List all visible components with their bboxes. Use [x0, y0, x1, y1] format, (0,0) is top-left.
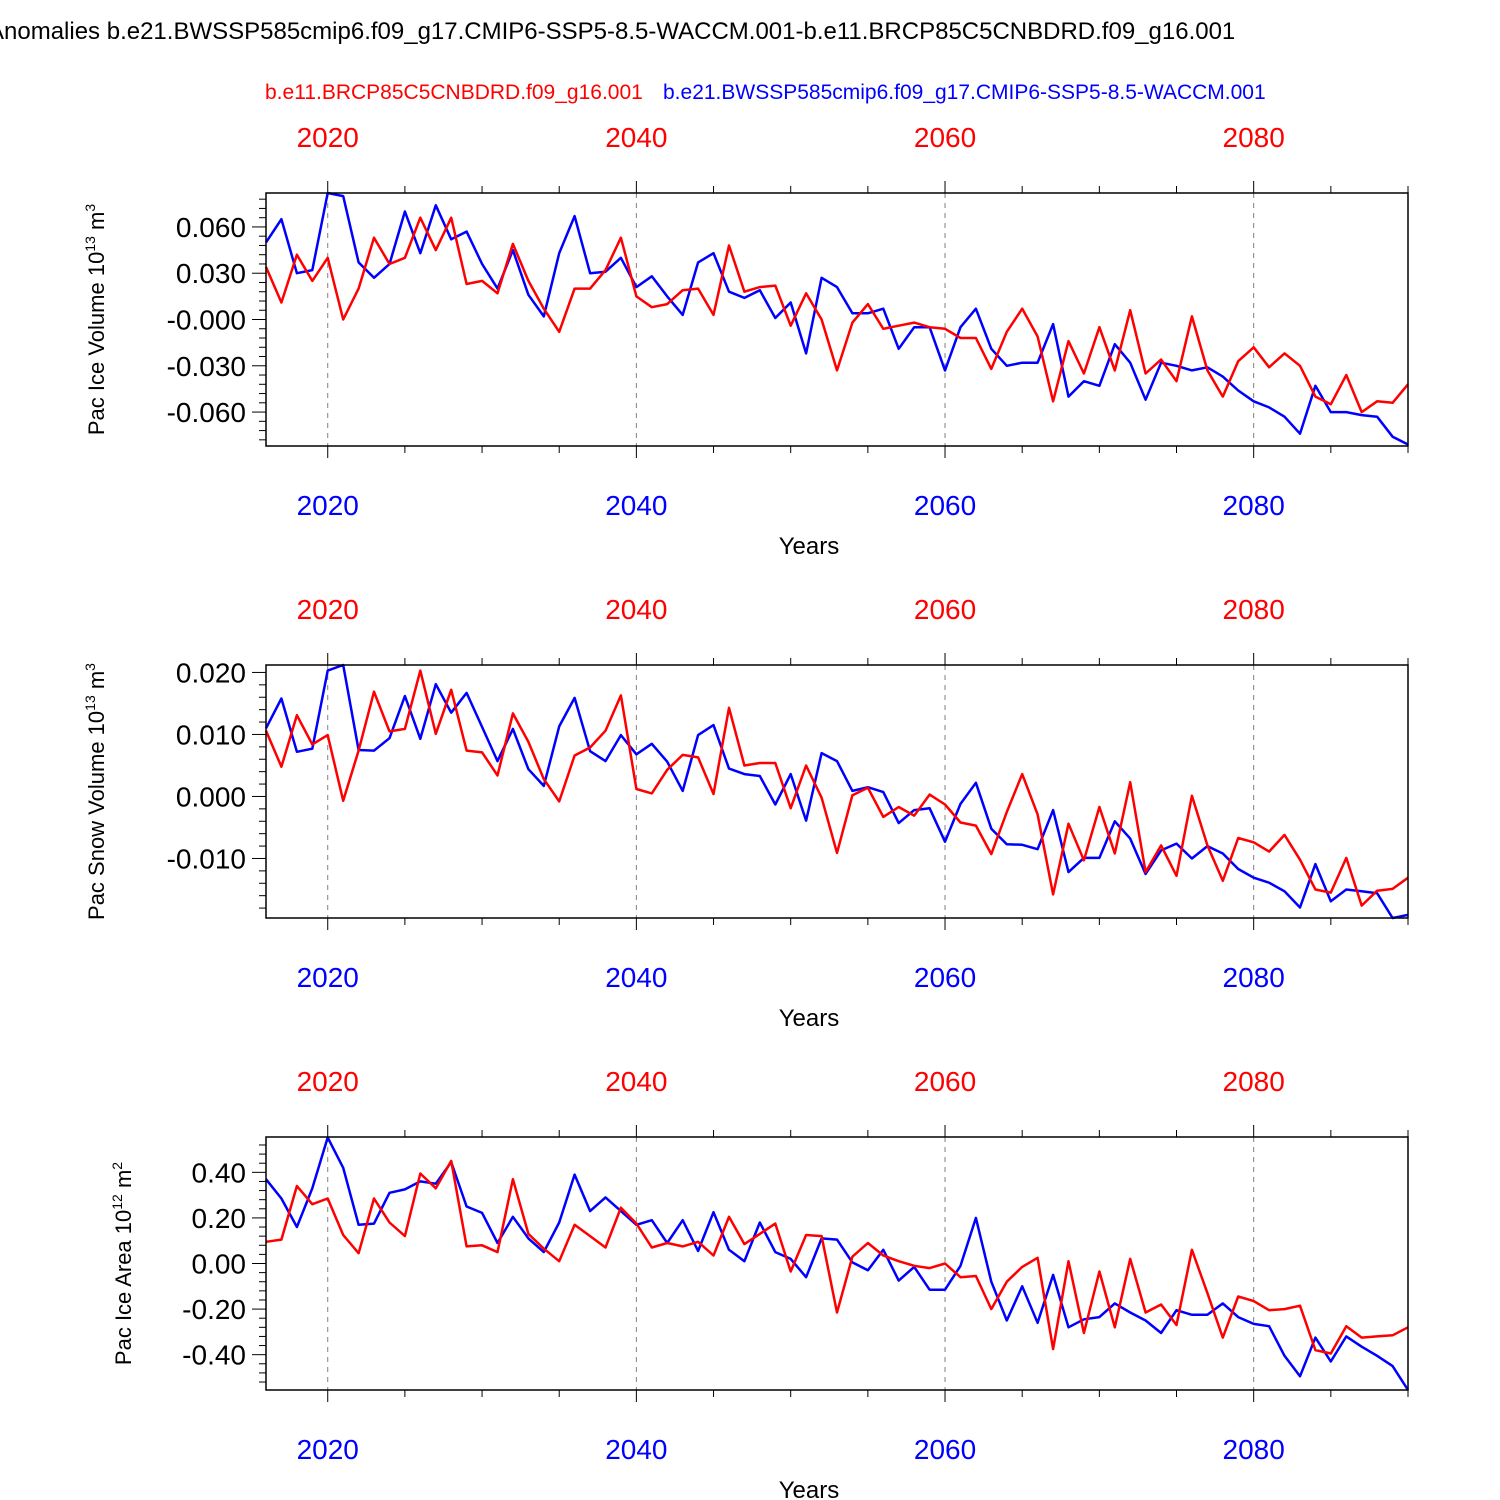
y-tick-label: 0.000 [176, 781, 246, 812]
y-tick-label: -0.060 [167, 397, 246, 428]
plot-frame [265, 1136, 1409, 1391]
x-axis-title: Years [779, 1477, 840, 1500]
plot-panel-2: 2020 2020 2040 2040 2060 2060 2080 2080 Years -0.… [82, 594, 1409, 1032]
x-tick-label-top: 2080 [1223, 594, 1285, 625]
y-tick-label: 0.010 [176, 719, 246, 750]
y-tick-label: 0.00 [192, 1249, 247, 1280]
x-tick-label-bottom: 2020 [297, 1434, 359, 1465]
y-tick-label: -0.030 [167, 351, 246, 382]
x-tick-label-bottom: 2020 [297, 962, 359, 993]
x-tick-label-top: 2080 [1223, 1066, 1285, 1097]
x-tick-label-top: 2040 [605, 594, 667, 625]
y-axis-title: Pac Ice Volume 1013 m3 [82, 204, 109, 435]
series-line-blue [264, 663, 1409, 920]
plot-frame [265, 192, 1409, 447]
series-line-blue [264, 191, 1409, 446]
y-tick-label: 0.020 [176, 657, 246, 688]
plot-frame [265, 664, 1409, 919]
x-tick-label-top: 2020 [297, 594, 359, 625]
legend-red-label: b.e11.BRCP85C5CNBDRD.f09_g16.001 [265, 81, 643, 104]
y-tick-label: -0.000 [167, 305, 246, 336]
series-line-red [264, 216, 1409, 414]
x-tick-label-bottom: 2040 [605, 962, 667, 993]
y-tick-label: -0.010 [167, 843, 246, 874]
x-tick-label-bottom: 2060 [914, 490, 976, 521]
series-line-blue [265, 1136, 1410, 1391]
x-tick-label-top: 2080 [1223, 122, 1285, 153]
x-tick-label-top: 2040 [605, 1066, 667, 1097]
series-line-red [265, 1159, 1409, 1355]
figure-title: Anomalies b.e21.BWSSP585cmip6.f09_g17.CM… [0, 18, 1236, 45]
y-axis-title: Pac Ice Area 1012 m2 [109, 1162, 136, 1365]
x-tick-label-bottom: 2080 [1223, 962, 1285, 993]
y-tick-label: 0.060 [176, 212, 246, 243]
y-tick-label: 0.030 [176, 258, 246, 289]
y-tick-label: 0.40 [192, 1157, 247, 1188]
series-line-red [264, 669, 1409, 907]
x-axis-title: Years [779, 1005, 840, 1032]
y-tick-label: 0.20 [192, 1203, 247, 1234]
plot-panel-3: 2020 2020 2040 2040 2060 2060 2080 2080 Years -0.… [109, 1066, 1410, 1500]
x-tick-label-bottom: 2080 [1223, 490, 1285, 521]
x-tick-label-bottom: 2060 [914, 962, 976, 993]
x-tick-label-bottom: 2020 [297, 490, 359, 521]
x-tick-label-bottom: 2040 [605, 490, 667, 521]
legend-blue-label: b.e21.BWSSP585cmip6.f09_g17.CMIP6-SSP5-8… [663, 81, 1266, 104]
x-axis-title: Years [779, 533, 840, 560]
y-tick-label: -0.40 [182, 1340, 246, 1371]
x-tick-label-bottom: 2080 [1223, 1434, 1285, 1465]
x-tick-label-top: 2040 [605, 122, 667, 153]
plot-panel-1: 2020 2020 2040 2040 2060 2060 2080 2080 Years -0.… [82, 122, 1409, 560]
x-tick-label-top: 2060 [914, 122, 976, 153]
y-axis-title: Pac Snow Volume 1013 m3 [82, 663, 109, 920]
x-tick-label-top: 2060 [914, 594, 976, 625]
x-tick-label-top: 2020 [297, 122, 359, 153]
x-tick-label-bottom: 2040 [605, 1434, 667, 1465]
x-tick-label-top: 2020 [297, 1066, 359, 1097]
y-tick-label: -0.20 [182, 1294, 246, 1325]
x-tick-label-top: 2060 [914, 1066, 976, 1097]
x-tick-label-bottom: 2060 [914, 1434, 976, 1465]
